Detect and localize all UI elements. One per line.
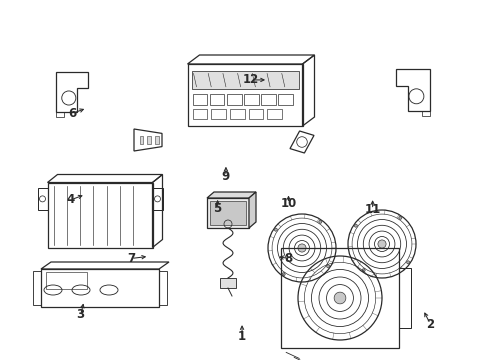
Bar bbox=[267, 109, 282, 118]
Circle shape bbox=[297, 244, 305, 252]
Text: 2: 2 bbox=[426, 318, 433, 330]
Circle shape bbox=[282, 273, 285, 276]
Bar bbox=[155, 136, 158, 144]
Polygon shape bbox=[248, 192, 256, 228]
Bar bbox=[33, 271, 41, 305]
Bar bbox=[398, 268, 410, 328]
Bar bbox=[211, 109, 225, 118]
Polygon shape bbox=[206, 192, 256, 198]
Bar bbox=[191, 71, 298, 89]
Bar bbox=[147, 136, 150, 144]
Bar bbox=[209, 201, 245, 225]
Circle shape bbox=[406, 261, 409, 264]
Text: 9: 9 bbox=[222, 170, 229, 183]
Bar bbox=[56, 112, 64, 117]
Bar bbox=[192, 109, 207, 118]
Circle shape bbox=[326, 265, 329, 268]
Bar bbox=[261, 94, 275, 105]
Bar bbox=[220, 278, 236, 288]
Text: 10: 10 bbox=[280, 197, 296, 210]
Text: 4: 4 bbox=[67, 193, 75, 206]
Circle shape bbox=[333, 292, 345, 304]
Text: 12: 12 bbox=[242, 73, 258, 86]
Bar bbox=[229, 109, 244, 118]
Text: 7: 7 bbox=[127, 252, 135, 265]
Circle shape bbox=[398, 216, 401, 219]
Text: 1: 1 bbox=[238, 330, 245, 343]
Circle shape bbox=[354, 224, 357, 227]
Bar bbox=[209, 94, 224, 105]
Circle shape bbox=[377, 240, 386, 248]
Bar bbox=[139, 136, 142, 144]
Bar bbox=[226, 94, 241, 105]
Bar bbox=[248, 109, 263, 118]
Text: 6: 6 bbox=[68, 107, 76, 120]
Circle shape bbox=[318, 220, 321, 223]
Bar bbox=[152, 188, 162, 210]
Text: 3: 3 bbox=[77, 309, 84, 321]
Bar bbox=[159, 271, 167, 305]
Bar bbox=[244, 94, 258, 105]
Bar bbox=[46, 272, 87, 289]
Polygon shape bbox=[206, 198, 248, 228]
Text: 8: 8 bbox=[284, 252, 292, 265]
Bar bbox=[192, 94, 207, 105]
Text: 5: 5 bbox=[213, 202, 221, 215]
Circle shape bbox=[362, 269, 365, 272]
Bar bbox=[278, 94, 292, 105]
Bar bbox=[421, 111, 429, 116]
Circle shape bbox=[274, 228, 277, 231]
Bar bbox=[38, 188, 47, 210]
Text: 11: 11 bbox=[364, 203, 380, 216]
